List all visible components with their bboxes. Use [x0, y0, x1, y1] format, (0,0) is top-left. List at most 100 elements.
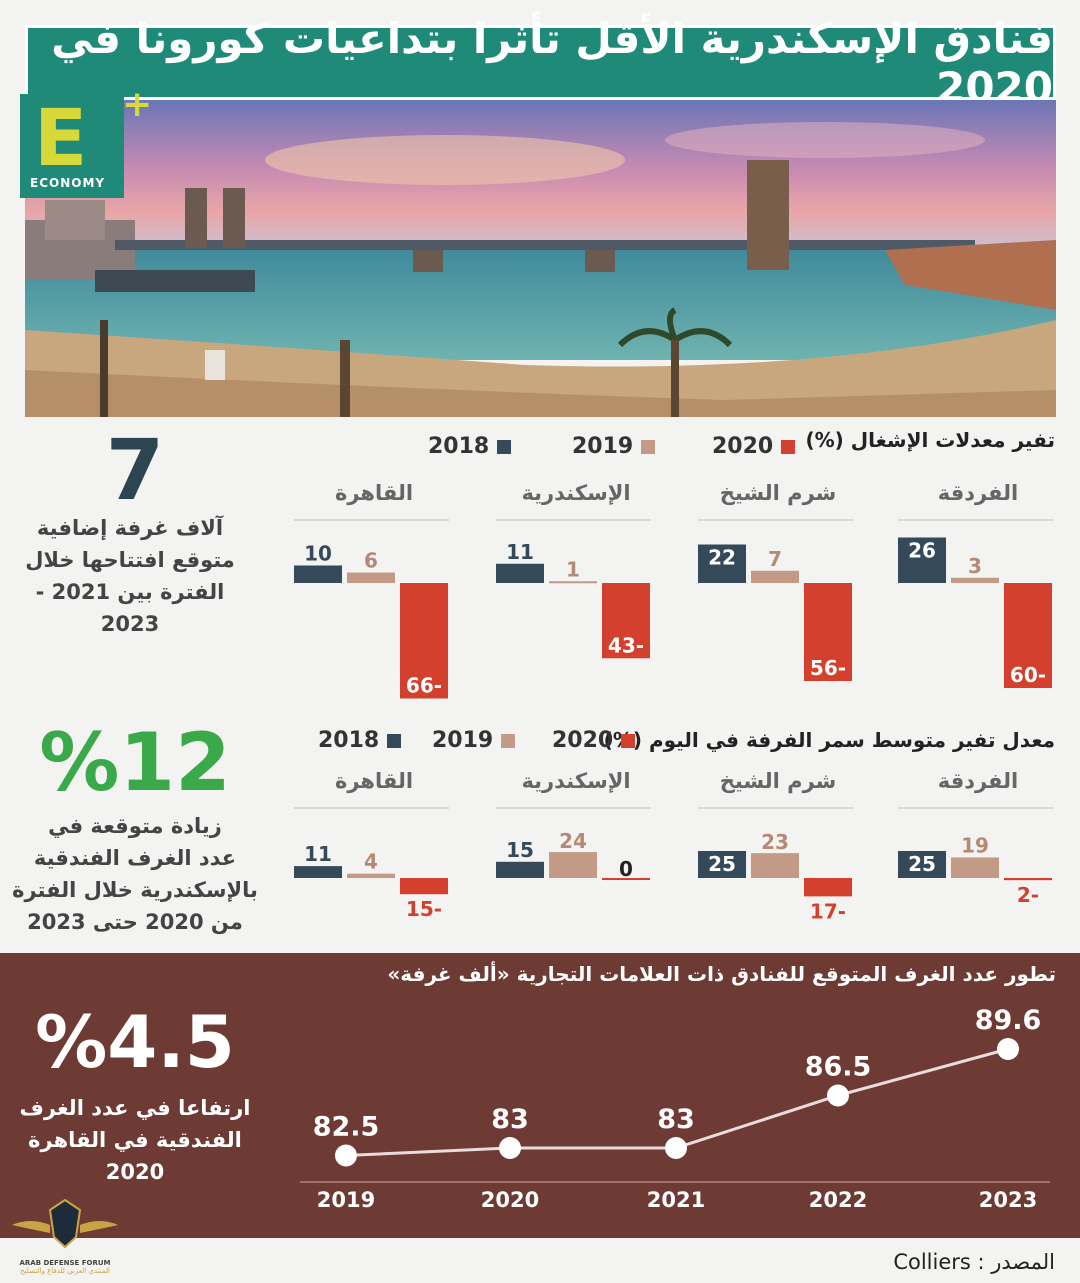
bar-label-2018: 25 — [708, 852, 736, 876]
bar-label-2019: 24 — [559, 829, 587, 853]
bar-label-2020: 2- — [1017, 883, 1039, 907]
data-point — [499, 1137, 521, 1159]
data-label: 89.6 — [975, 1005, 1042, 1036]
data-point — [335, 1144, 357, 1167]
bar-label-2019: 4 — [364, 850, 378, 874]
x-tick-label: 2021 — [647, 1188, 705, 1212]
bar-2018 — [294, 565, 342, 583]
occupancy-title: تفير معدلات الإشغال (%) — [805, 428, 1055, 452]
stat2-line2: عدد الغرف الفندقية — [33, 846, 237, 870]
forum-name: ARAB DEFENSE FORUM — [19, 1259, 111, 1267]
bar-label-2018: 22 — [708, 546, 736, 570]
data-label: 86.5 — [805, 1052, 872, 1083]
bar-2019 — [951, 857, 999, 878]
stat3-line3: 2020 — [105, 1160, 165, 1184]
city-label: الفردقة — [938, 769, 1019, 793]
header-photo — [25, 100, 1056, 417]
stat3-text: ارتفاعا في عدد الغرف الفندقية في القاهرة… — [15, 1092, 255, 1188]
bar-label-2020: 17- — [810, 899, 846, 923]
stat1-text: آلاف غرفة إضافية متوقع افتتاحها خلال الف… — [10, 512, 250, 640]
bar-2020 — [804, 878, 852, 897]
data-label: 83 — [657, 1104, 695, 1135]
bar-2018 — [496, 861, 544, 878]
stat3-value: %4.5 — [35, 1000, 235, 1084]
logo-word: ECONOMY — [30, 176, 106, 190]
bar-2020 — [602, 878, 650, 880]
bar-label-2020: 56- — [810, 656, 846, 680]
bar-2019 — [549, 852, 597, 878]
bottom-panel — [0, 953, 1080, 1238]
bar-label-2019: 3 — [968, 554, 982, 578]
legend2-2020: 2020 — [552, 728, 636, 753]
legend-2020-label: 2020 — [712, 434, 774, 459]
legend2-2020-label: 2020 — [552, 728, 614, 753]
data-point — [827, 1084, 849, 1107]
bar-2020 — [1004, 878, 1052, 881]
city-label: القاهرة — [335, 481, 413, 505]
bar-label-2020: 43- — [608, 633, 644, 657]
bar-2020 — [1004, 583, 1052, 688]
stat3-line2: الفندقية في القاهرة — [28, 1128, 242, 1152]
page-title: فنادق الإسكندرية الأقل تأثرا بتداعيات كو… — [25, 14, 1056, 112]
legend-2020: 2020 — [712, 434, 796, 459]
bar-2019 — [347, 873, 395, 878]
legend2-2019-label: 2019 — [432, 728, 494, 753]
stat2-text: زيادة متوقعة في عدد الغرف الفندقية بالإس… — [10, 810, 260, 938]
bar-label-2020: 60- — [1010, 663, 1046, 687]
bar-label-2018: 11 — [304, 842, 332, 866]
bar-label-2019: 6 — [364, 549, 378, 573]
rate-title: معدل تفير متوسط سمر الفرفة في اليوم (%) — [603, 728, 1055, 752]
stat2-line4: من 2020 حتى 2023 — [27, 910, 243, 934]
bar-label-2018: 10 — [304, 542, 332, 566]
logo-letter: E — [34, 94, 88, 184]
footer — [0, 1238, 1080, 1283]
legend-2018: 2018 — [428, 434, 512, 459]
bar-2018 — [898, 851, 946, 878]
economy-logo: E + ECONOMY — [20, 84, 152, 198]
x-tick-label: 2022 — [809, 1188, 867, 1212]
city-label: الإسكندرية — [521, 481, 630, 505]
stat2-line1: زيادة متوقعة في — [48, 814, 222, 838]
data-point — [665, 1137, 687, 1159]
bar-2018 — [698, 851, 746, 878]
stat1-line2: متوقع افتتاحها خلال — [25, 548, 235, 572]
bar-label-2019: 19 — [961, 833, 989, 857]
legend-2020-swatch — [781, 439, 796, 454]
stat1-line1: آلاف غرفة إضافية — [36, 516, 224, 540]
bar-2019 — [751, 853, 799, 878]
city-label: شرم الشيخ — [720, 769, 837, 793]
stat2-line3: بالإسكندرية خلال الفترة — [12, 878, 258, 902]
bar-2020 — [804, 583, 852, 681]
forum-name-ar: المنتدى العربي للدفاع والتسليح — [20, 1267, 110, 1275]
bar-label-2019: 7 — [768, 547, 782, 571]
bar-label-2018: 15 — [506, 838, 534, 862]
legend2-2019-swatch — [501, 733, 516, 748]
stat1-line3: الفترة بين 2021 - 2023 — [35, 580, 225, 636]
data-label: 82.5 — [313, 1112, 380, 1143]
line-title: تطور عدد الغرف المتوقع للفنادق ذات العلا… — [387, 962, 1056, 986]
forum-logo: ARAB DEFENSE FORUM المنتدى العربي للدفاع… — [10, 1195, 120, 1280]
x-tick-label: 2023 — [979, 1188, 1037, 1212]
legend2-2018-swatch — [387, 733, 402, 748]
legend2-2018-label: 2018 — [318, 728, 380, 753]
bar-2020 — [602, 583, 650, 659]
bar-2019 — [951, 577, 999, 583]
city-label: الإسكندرية — [521, 769, 630, 793]
bar-label-2020: 0 — [619, 857, 633, 881]
bar-2020 — [400, 583, 448, 699]
stat1-value: 7 — [105, 421, 165, 519]
bar-2018 — [496, 563, 544, 583]
legend-2018-label: 2018 — [428, 434, 490, 459]
bar-2018 — [294, 866, 342, 878]
data-label: 83 — [491, 1104, 529, 1135]
bar-label-2018: 25 — [908, 852, 936, 876]
bar-label-2018: 11 — [506, 540, 534, 564]
x-tick-label: 2019 — [317, 1188, 375, 1212]
bar-2018 — [698, 544, 746, 583]
city-label: شرم الشيخ — [720, 481, 837, 505]
legend2-2019: 2019 — [432, 728, 516, 753]
title-text: فنادق الإسكندرية الأقل تأثرا بتداعيات كو… — [51, 13, 1053, 112]
legend2-2018: 2018 — [318, 728, 402, 753]
city-label: القاهرة — [335, 769, 413, 793]
